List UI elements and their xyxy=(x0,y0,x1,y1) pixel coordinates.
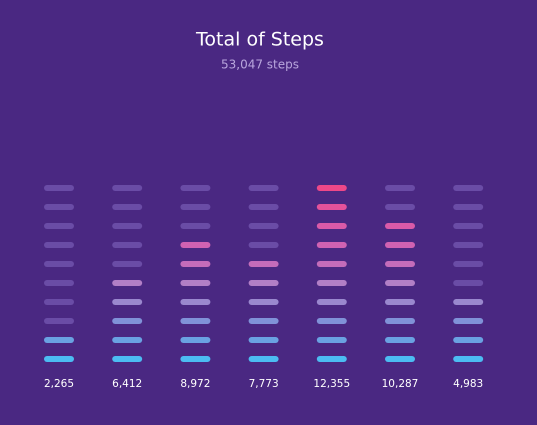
bar-segment xyxy=(316,242,347,248)
bar-segment xyxy=(248,280,279,286)
bar-segment xyxy=(44,318,74,324)
bar-segment xyxy=(453,318,484,324)
bar-segment xyxy=(248,223,279,229)
bar-segment xyxy=(385,337,415,343)
chart-subtitle: 53,047 steps xyxy=(221,58,299,72)
bar-segment xyxy=(385,185,415,191)
bar-segment xyxy=(316,318,347,324)
bar-segment xyxy=(316,204,347,210)
bar-segment xyxy=(385,356,415,362)
bar-segment xyxy=(248,318,279,324)
bar-segment xyxy=(44,337,74,343)
bar-segment xyxy=(316,223,347,229)
value-label: 7,773 xyxy=(249,378,279,390)
bar-segment xyxy=(453,223,484,229)
bar-segment xyxy=(180,337,211,343)
bar-segment xyxy=(180,242,211,248)
bar-segment xyxy=(453,185,484,191)
bar-segment xyxy=(316,337,347,343)
bar-segment xyxy=(248,337,279,343)
bar-segment xyxy=(44,280,74,286)
bar-segment xyxy=(385,318,415,324)
bar-segment xyxy=(385,261,415,267)
bar xyxy=(316,185,347,362)
bar-segment xyxy=(180,280,211,286)
bar-segment xyxy=(385,280,415,286)
bar-segment xyxy=(44,223,74,229)
bar-segment xyxy=(112,185,143,191)
bar xyxy=(112,185,143,362)
bar-segment xyxy=(248,261,279,267)
bar-segment xyxy=(180,204,211,210)
bar-segment xyxy=(316,185,347,191)
bar-segment xyxy=(44,299,74,305)
bar-segment xyxy=(248,204,279,210)
bar-segment xyxy=(44,204,74,210)
bar-segment xyxy=(112,242,143,248)
bar-segment xyxy=(248,356,279,362)
bar-segment xyxy=(112,204,143,210)
chart-title: Total of Steps xyxy=(195,29,324,51)
bar-segment xyxy=(453,242,484,248)
bar-segment xyxy=(180,185,211,191)
bar-segment xyxy=(112,318,143,324)
bar-segment xyxy=(180,261,211,267)
bar-segment xyxy=(44,356,74,362)
bar-segment xyxy=(180,318,211,324)
bar-segment xyxy=(112,356,143,362)
bar-segment xyxy=(112,261,143,267)
bar-segment xyxy=(180,356,211,362)
bar-segment xyxy=(316,356,347,362)
bar xyxy=(180,185,211,362)
bar-segment xyxy=(316,299,347,305)
bar-segment xyxy=(453,299,484,305)
bar xyxy=(453,185,484,362)
bar-segment xyxy=(112,299,143,305)
bar-segment xyxy=(453,356,484,362)
value-label: 12,355 xyxy=(313,378,350,390)
bar-segment xyxy=(453,337,484,343)
value-label: 2,265 xyxy=(44,378,74,390)
bar-segment xyxy=(44,242,74,248)
bar-segment xyxy=(44,185,74,191)
value-label: 6,412 xyxy=(112,378,142,390)
bar-segment xyxy=(180,223,211,229)
bar-segment xyxy=(453,204,484,210)
bar-segment xyxy=(112,223,143,229)
bar-segment xyxy=(248,299,279,305)
value-label: 8,972 xyxy=(180,378,210,390)
bar-segment xyxy=(385,223,415,229)
bar-segment xyxy=(385,242,415,248)
bar-segment xyxy=(453,280,484,286)
bar-segment xyxy=(385,299,415,305)
bar xyxy=(385,185,415,362)
value-label: 4,983 xyxy=(453,378,483,390)
bar-segment xyxy=(248,242,279,248)
bar-segment xyxy=(180,299,211,305)
value-label: 10,287 xyxy=(382,378,419,390)
bar xyxy=(248,185,279,362)
bar-segment xyxy=(112,337,143,343)
bar-segment xyxy=(316,261,347,267)
bar-segment xyxy=(44,261,74,267)
bar-segment xyxy=(316,280,347,286)
bar xyxy=(44,185,74,362)
bar-segment xyxy=(453,261,484,267)
bar-segment xyxy=(248,185,279,191)
bar-segment xyxy=(112,280,143,286)
bar-segment xyxy=(385,204,415,210)
